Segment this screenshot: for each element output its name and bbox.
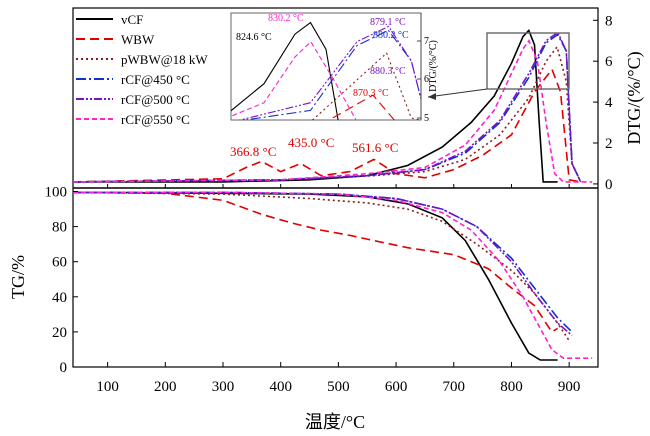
zoom-connector (427, 88, 488, 98)
tg-y-tick-label: 100 (45, 185, 68, 201)
inset-label: 824.6 °C (236, 32, 272, 43)
tg-series-line (72, 191, 558, 361)
inset-label: 880.3 °C (370, 66, 406, 77)
peak-label: 435.0 °C (288, 135, 334, 150)
peak-label: 561.6 °C (352, 140, 398, 155)
dtg-y-tick-label: 4 (605, 95, 613, 111)
legend: vCF WBW pWBW@18 kW rCF@450 °C rCF@500 °C rCF@… (76, 12, 208, 127)
dtg-series-line (72, 45, 582, 183)
tg-series-line (72, 191, 559, 333)
dtg-series-line (72, 67, 581, 183)
inset-series-line (328, 94, 395, 120)
inset-series-line (311, 52, 421, 120)
tg-series-line (72, 191, 570, 342)
inset-plot: 5 6 7 DTG/(%/°C) 830.2 °C 824.6 °C 879.1… (230, 12, 439, 124)
tg-series-line (73, 191, 573, 333)
inset-label: 880.2 °C (373, 30, 409, 41)
dtg-y-tick-label: 8 (605, 13, 613, 29)
inset-label: 870.3 °C (353, 88, 389, 99)
x-tick-label: 400 (269, 379, 292, 395)
x-tick-label: 900 (558, 379, 581, 395)
dtg-axis-title: DTG/(%/°C) (624, 51, 645, 144)
x-tick-label: 600 (385, 379, 408, 395)
x-tick-label: 500 (327, 379, 350, 395)
tg-y-tick-label: 40 (52, 290, 67, 306)
inset-tick-label: 5 (424, 113, 429, 124)
tg-curves (72, 191, 593, 361)
tg-y-tick-label: 60 (52, 255, 67, 271)
zoom-arrowhead (428, 93, 436, 100)
dtg-y-tick-label: 0 (605, 177, 613, 193)
tg-axis-title: TG/% (8, 255, 28, 299)
zoom-box (486, 32, 570, 90)
inset-curves (231, 21, 421, 120)
tg-y-tick-label: 20 (52, 325, 67, 341)
legend-label: pWBW@18 kW (121, 52, 208, 67)
inset-tick-label: 6 (424, 74, 429, 85)
peak-label: 366.8 °C (230, 144, 276, 159)
legend-label: vCF (121, 12, 143, 27)
inset-label: 830.2 °C (268, 13, 304, 24)
legend-label: rCF@550 °C (121, 112, 190, 127)
tg-series-line (73, 191, 593, 359)
x-tick-label: 700 (443, 379, 466, 395)
legend-label: rCF@450 °C (121, 72, 190, 87)
dtg-series-line (72, 33, 582, 183)
inset-axis-title: DTG/(%/°C) (428, 40, 439, 92)
x-tick-label: 100 (96, 379, 119, 395)
inset-label: 879.1 °C (370, 17, 406, 28)
dtg-series-line (72, 31, 582, 183)
dtg-series-line (72, 39, 593, 183)
dtg-y-tick-label: 2 (605, 136, 613, 152)
x-tick-label: 200 (154, 379, 177, 395)
inset-series-line (231, 21, 339, 120)
dtg-curves (72, 29, 593, 183)
legend-label: rCF@500 °C (121, 92, 190, 107)
inset-series-line (231, 40, 357, 120)
tg-series-line (73, 191, 573, 337)
legend-label: WBW (121, 32, 155, 47)
tg-y-tick-label: 80 (52, 220, 67, 236)
x-axis-title: 温度/°C (305, 412, 365, 432)
dtg-y-tick-label: 6 (605, 54, 613, 70)
axes: 100 200 300 400 500 600 700 800 900 0 20 40 60 80 100 0… (45, 13, 614, 395)
tg-y-tick-label: 0 (60, 360, 68, 376)
x-tick-label: 300 (212, 379, 235, 395)
inset-tick-label: 7 (424, 36, 429, 47)
x-tick-label: 800 (500, 379, 523, 395)
inset-series-line (241, 29, 421, 120)
